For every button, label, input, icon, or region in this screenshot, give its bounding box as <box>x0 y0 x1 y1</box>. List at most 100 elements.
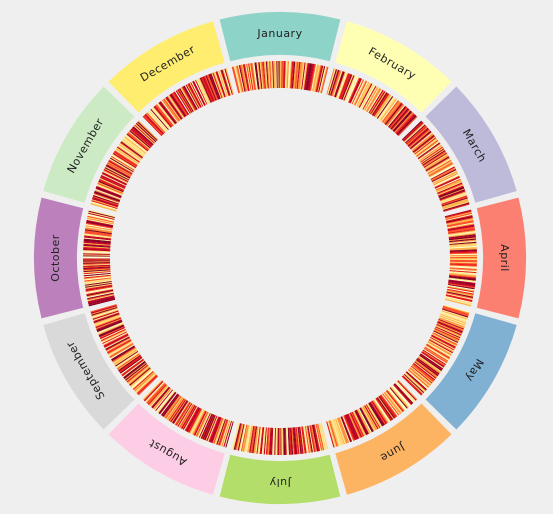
heat-cell-july <box>247 425 254 453</box>
heat-cell-march <box>424 154 449 170</box>
heat-cell-november <box>113 151 137 168</box>
heat-cell-september <box>108 342 133 357</box>
heat-cell-april <box>449 256 477 259</box>
heat-cell-september <box>112 347 137 364</box>
heat-cell-may <box>443 305 470 314</box>
heat-cell-august <box>188 408 202 433</box>
heat-cell-july <box>292 427 297 455</box>
heat-cell-october <box>84 231 112 236</box>
heat-cell-june <box>335 418 346 445</box>
heat-cell-november <box>100 174 126 188</box>
heat-cell-june <box>384 391 402 414</box>
heat-cell-april <box>446 292 473 300</box>
heat-cell-august <box>168 398 185 422</box>
heat-cell-november <box>121 139 145 157</box>
heat-cell-august <box>170 399 187 423</box>
heat-cell-may <box>435 324 462 337</box>
heat-cell-november <box>95 186 122 198</box>
heat-cell-december <box>200 77 213 103</box>
heat-cell-february <box>365 87 380 112</box>
heat-cell-august <box>146 382 166 404</box>
heat-cell-august <box>223 420 232 447</box>
heat-cell-june <box>376 397 394 420</box>
heat-cell-october <box>84 279 112 285</box>
heat-cell-december <box>210 73 221 99</box>
heat-cell-january <box>231 66 240 94</box>
heat-cell-december <box>148 110 168 132</box>
heat-cell-october <box>83 240 111 244</box>
heat-cell-october <box>84 229 112 235</box>
heat-cell-january <box>303 62 308 90</box>
heat-cell-march <box>426 157 450 172</box>
heat-cell-september <box>134 372 155 392</box>
heat-cell-july <box>252 426 257 454</box>
heat-cell-december <box>188 83 202 108</box>
heat-cell-october <box>83 271 111 276</box>
heat-cell-december <box>173 91 190 115</box>
heat-cell-may <box>441 309 468 319</box>
heat-cell-january <box>319 66 328 94</box>
heat-cell-may <box>425 345 449 361</box>
heat-cell-june <box>342 415 355 441</box>
heat-cell-december <box>171 93 188 117</box>
heat-cell-february <box>379 98 397 121</box>
heat-cell-november <box>137 121 158 141</box>
heat-cell-may <box>408 368 430 387</box>
heat-cell-january <box>292 61 296 89</box>
heat-cell-august <box>212 417 223 444</box>
heat-cell-september <box>95 316 121 328</box>
heat-cell-november <box>104 167 129 182</box>
heat-cell-january <box>293 61 297 89</box>
heat-cell-august <box>145 382 165 403</box>
heat-cell-december <box>169 94 186 118</box>
heat-cell-september <box>93 312 120 322</box>
heat-cell-july <box>310 425 317 452</box>
heat-cell-july <box>285 427 288 455</box>
heat-cell-november <box>112 152 137 169</box>
heat-cell-august <box>190 409 204 434</box>
heat-cell-september <box>114 350 139 367</box>
heat-cell-october <box>83 269 111 273</box>
heat-cell-december <box>223 68 233 96</box>
heat-cell-may <box>436 323 462 335</box>
heat-cell-march <box>434 175 460 189</box>
heat-cell-november <box>91 197 119 208</box>
heat-cell-february <box>370 90 386 115</box>
heat-cell-november <box>96 184 123 196</box>
heat-cell-february <box>377 96 395 120</box>
heat-cell-september <box>127 365 149 384</box>
heat-cell-july <box>240 424 248 452</box>
heat-cell-may <box>437 321 463 333</box>
heat-cell-november <box>95 187 122 199</box>
heat-cell-february <box>384 102 402 125</box>
heat-cell-june <box>329 420 339 447</box>
heat-cell-january <box>247 63 253 91</box>
heat-cell-february <box>349 78 363 104</box>
heat-cell-july <box>273 427 276 455</box>
heat-cell-october <box>83 274 111 279</box>
heat-cell-october <box>83 239 111 244</box>
heat-cell-january <box>310 64 317 91</box>
month-label-january: January <box>256 27 302 40</box>
heat-cell-december <box>177 89 193 113</box>
heat-cell-november <box>109 157 134 173</box>
heat-cell-october <box>84 279 112 284</box>
heat-cell-september <box>105 336 130 350</box>
heat-cell-september <box>118 354 141 372</box>
heat-cell-april <box>448 280 476 286</box>
heat-cell-april <box>449 272 477 277</box>
heat-cell-february <box>375 94 392 118</box>
heat-cell-september <box>113 349 138 365</box>
heat-cell-october <box>83 270 111 274</box>
heat-cell-july <box>317 423 325 451</box>
heat-cell-february <box>350 78 364 104</box>
heat-cell-december <box>156 103 175 126</box>
heat-cell-november <box>132 126 154 145</box>
heat-cell-february <box>387 105 406 127</box>
heat-cell-september <box>100 328 126 342</box>
heat-cell-august <box>192 410 206 436</box>
heat-cell-september <box>126 364 149 383</box>
heat-cell-july <box>308 425 314 453</box>
heat-cell-november <box>124 136 147 154</box>
heat-cell-april <box>449 254 477 257</box>
